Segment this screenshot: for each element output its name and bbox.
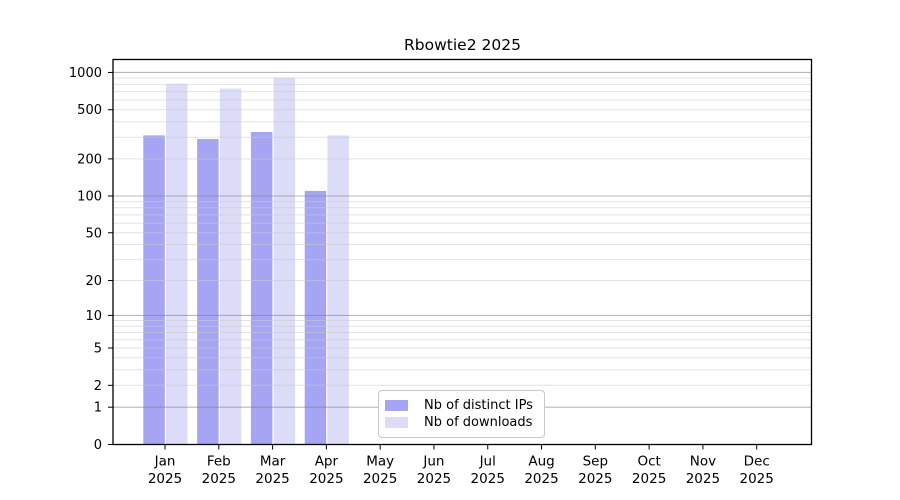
- bar-downloads-mar: [273, 77, 296, 445]
- y-tick-label: 200: [77, 152, 102, 167]
- y-tick-label: 1000: [69, 66, 102, 81]
- x-tick-label-month: Mar: [260, 454, 286, 470]
- legend-swatch-downloads-icon: [385, 417, 408, 429]
- x-tick-label-month: May: [366, 454, 394, 470]
- x-tick-label-year: 2025: [148, 471, 182, 487]
- x-tick-label-year: 2025: [255, 471, 289, 487]
- x-tick-label-year: 2025: [740, 471, 774, 487]
- legend-item-downloads: Nb of downloads: [385, 416, 538, 429]
- x-tick-label-month: Dec: [744, 454, 770, 470]
- legend-label-distinct-ips: Nb of distinct IPs: [424, 397, 533, 413]
- y-tick-label: 20: [85, 274, 102, 289]
- bar-downloads-apr: [327, 135, 349, 445]
- legend-label-downloads: Nb of downloads: [424, 415, 533, 431]
- x-tick-label-year: 2025: [309, 471, 343, 487]
- x-tick-label-year: 2025: [632, 471, 666, 487]
- y-tick-label: 10: [85, 309, 102, 324]
- chart-title: Rbowtie2 2025: [404, 36, 521, 54]
- y-tick-label: 500: [77, 103, 102, 118]
- legend: Nb of distinct IPs Nb of downloads: [378, 390, 545, 438]
- y-tick-label: 1: [94, 401, 102, 416]
- x-tick-label-month: Nov: [690, 454, 716, 470]
- bar-distinct-ips-mar: [250, 132, 273, 445]
- y-tick-label: 50: [85, 226, 102, 241]
- x-tick-label-month: Jun: [422, 454, 444, 470]
- x-tick-label-year: 2025: [363, 471, 397, 487]
- x-tick-label-month: Sep: [583, 454, 608, 470]
- bar-distinct-ips-jan: [143, 135, 165, 445]
- x-tick-label-year: 2025: [202, 471, 236, 487]
- x-tick-label-year: 2025: [417, 471, 451, 487]
- y-tick-label: 5: [94, 342, 102, 357]
- x-tick-label-year: 2025: [471, 471, 505, 487]
- x-tick-label-month: Jul: [479, 454, 496, 470]
- y-tick-label: 2: [94, 379, 102, 394]
- y-tick-label: 0: [94, 438, 102, 453]
- x-tick-label-year: 2025: [578, 471, 612, 487]
- bar-distinct-ips-apr: [304, 190, 327, 445]
- x-tick-label-month: Apr: [315, 454, 339, 470]
- bar-downloads-feb: [219, 88, 242, 445]
- x-tick-label-year: 2025: [686, 471, 720, 487]
- bar-downloads-jan: [166, 83, 188, 445]
- x-tick-label-month: Oct: [637, 454, 660, 470]
- legend-swatch-distinct-ips-icon: [385, 399, 408, 411]
- x-tick-label-month: Jan: [154, 454, 176, 470]
- bar-distinct-ips-feb: [197, 139, 219, 445]
- legend-item-distinct-ips: Nb of distinct IPs: [385, 399, 538, 412]
- x-tick-label-month: Aug: [528, 454, 554, 470]
- y-tick-label: 100: [77, 190, 102, 205]
- x-tick-label-month: Feb: [207, 454, 231, 470]
- plot-frame: [112, 58, 813, 446]
- x-tick-label-year: 2025: [524, 471, 558, 487]
